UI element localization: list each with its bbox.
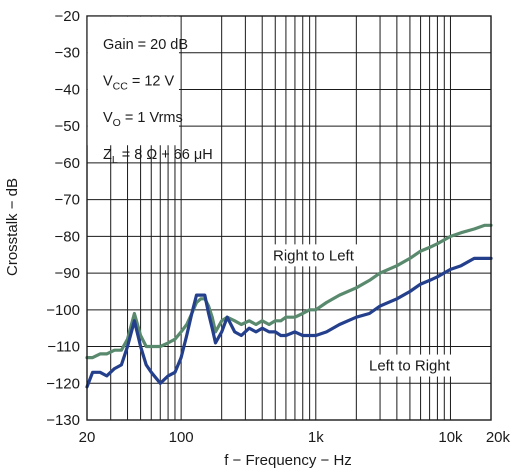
y-tick-labels: −20 −30 −40 −50 −60 −70 −80 −90 −100 −110 −120 −130 [46, 8, 80, 429]
x-tick-labels: 20 100 1k 10k 20k [79, 429, 511, 446]
condition-line: ZL = 8 Ω + 66 μH [103, 147, 213, 166]
series-line [85, 256, 493, 389]
y-tick-label: −130 [46, 412, 80, 429]
condition-line: Gain = 20 dB [103, 37, 188, 53]
y-tick-label: −50 [55, 118, 80, 135]
x-tick-label: 20 [79, 429, 96, 446]
series-annotation: Left to Right [369, 358, 451, 375]
x-tick-label: 100 [169, 429, 194, 446]
series-annotation: Right to Left [273, 247, 355, 264]
y-tick-label: −70 [55, 192, 80, 209]
y-tick-label: −100 [46, 302, 80, 319]
y-axis-label: Crosstalk − dB [4, 178, 21, 276]
x-axis-label: f − Frequency − Hz [224, 452, 352, 469]
x-tick-label: 10k [438, 429, 463, 446]
conditions-background [87, 16, 179, 146]
condition-line: VO = 1 Vrms [103, 110, 183, 129]
series-annotation-background [364, 354, 472, 377]
series-line [85, 223, 493, 360]
series-lines [85, 223, 493, 389]
x-tick-label: 1k [308, 429, 324, 446]
condition-line: VCC = 12 V [103, 73, 175, 92]
conditions-box: Gain = 20 dB VCC = 12 V VO = 1 Vrms ZL = 8 … [87, 16, 213, 166]
y-tick-label: −40 [55, 81, 80, 98]
series-annotation-background [268, 244, 378, 267]
y-tick-label: −20 [55, 8, 80, 25]
x-tick-label: 20k [486, 429, 511, 446]
y-tick-label: −110 [47, 339, 80, 356]
y-tick-label: −60 [55, 155, 80, 172]
plot-frame [86, 15, 492, 421]
y-tick-label: −90 [55, 265, 80, 282]
y-tick-label: −80 [55, 228, 80, 245]
y-tick-label: −120 [46, 375, 80, 392]
series-annotations: Right to Left Left to Right [268, 244, 472, 377]
y-tick-label: −30 [55, 45, 80, 62]
